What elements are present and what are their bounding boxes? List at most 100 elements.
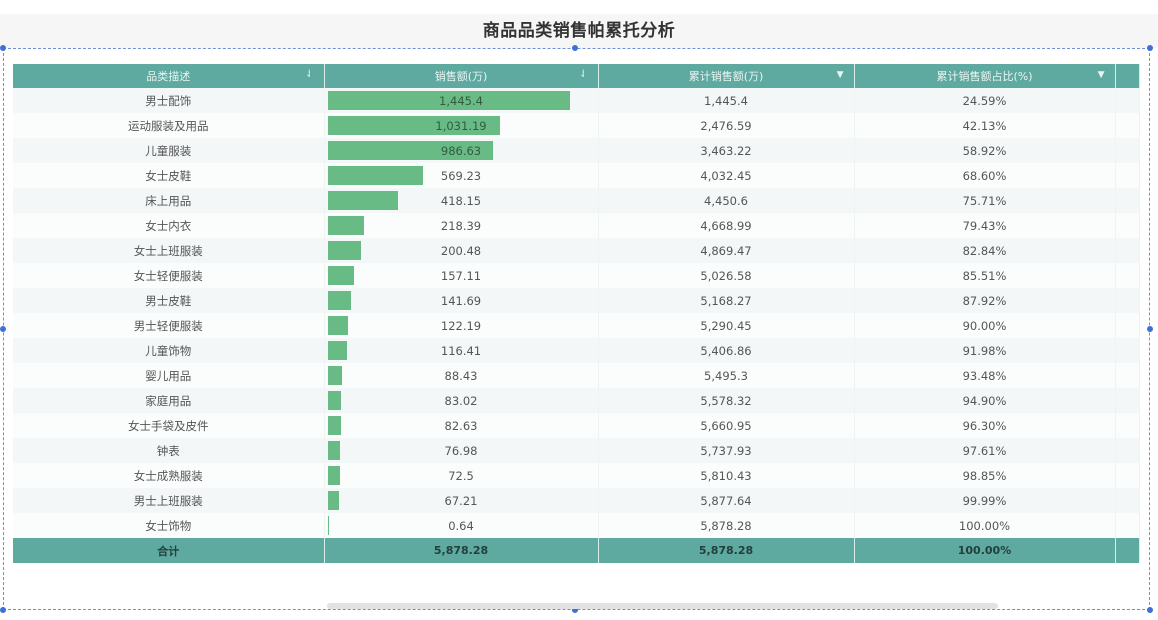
table-row[interactable]: 男士配饰 1,445.4 1,445.4 24.59% <box>13 88 1140 113</box>
sales-value: 141.69 <box>440 293 482 308</box>
total-cumulative-sales: 5,878.28 <box>598 538 855 563</box>
total-row: 合计 5,878.28 5,878.28 100.00% <box>13 538 1140 563</box>
resize-handle-middle-right[interactable] <box>1147 326 1153 332</box>
cell-cumulative-sales: 1,445.4 <box>598 88 855 113</box>
total-filler <box>1115 538 1140 563</box>
cell-sales: 141.69 <box>324 288 599 313</box>
total-cumulative-pct: 100.00% <box>854 538 1116 563</box>
resize-handle-top-right[interactable] <box>1147 45 1153 51</box>
total-label: 合计 <box>13 538 325 563</box>
cell-filler <box>1115 313 1140 338</box>
cell-cumulative-sales: 5,290.45 <box>598 313 855 338</box>
table-row[interactable]: 儿童服装 986.63 3,463.22 58.92% <box>13 138 1140 163</box>
cell-filler <box>1115 88 1140 113</box>
cell-sales: 88.43 <box>324 363 599 388</box>
cell-filler <box>1115 363 1140 388</box>
table-row[interactable]: 儿童饰物 116.41 5,406.86 91.98% <box>13 338 1140 363</box>
sales-bar <box>327 516 329 535</box>
cell-cumulative-pct: 93.48% <box>854 363 1116 388</box>
cell-cumulative-sales: 5,810.43 <box>598 463 855 488</box>
cell-category: 男士皮鞋 <box>13 288 325 313</box>
dropdown-icon[interactable]: ▼ <box>1097 70 1105 80</box>
resize-handle-top-left[interactable] <box>0 45 6 51</box>
sales-bar <box>327 291 352 310</box>
table-row[interactable]: 家庭用品 83.02 5,578.32 94.90% <box>13 388 1140 413</box>
table-row[interactable]: 床上用品 418.15 4,450.6 75.71% <box>13 188 1140 213</box>
resize-handle-top-center[interactable] <box>572 45 578 51</box>
table-row[interactable]: 女士成熟服装 72.5 5,810.43 98.85% <box>13 463 1140 488</box>
table-row[interactable]: 钟表 76.98 5,737.93 97.61% <box>13 438 1140 463</box>
sales-value: 157.11 <box>440 268 482 283</box>
horizontal-scrollbar[interactable] <box>327 603 998 609</box>
sales-value: 72.5 <box>448 468 474 483</box>
resize-handle-bottom-right[interactable] <box>1147 607 1153 613</box>
cell-filler <box>1115 138 1140 163</box>
sales-value: 0.64 <box>448 518 474 533</box>
sort-icon[interactable]: ⇃ <box>305 69 314 80</box>
sales-bar <box>327 241 362 260</box>
column-header-category[interactable]: 品类描述 ⇃ <box>13 64 325 88</box>
cell-cumulative-sales: 4,869.47 <box>598 238 855 263</box>
table-row[interactable]: 男士轻便服装 122.19 5,290.45 90.00% <box>13 313 1140 338</box>
cell-filler <box>1115 163 1140 188</box>
sales-bar <box>327 391 342 410</box>
column-header-filler <box>1115 64 1140 88</box>
cell-cumulative-sales: 3,463.22 <box>598 138 855 163</box>
cell-cumulative-sales: 4,450.6 <box>598 188 855 213</box>
sales-bar <box>327 316 348 335</box>
table-header-row: 品类描述 ⇃ 销售额(万) ⇃ 累计销售额(万) ▼ 累计销售额占比(%) ▼ <box>13 64 1140 88</box>
cell-sales: 82.63 <box>324 413 599 438</box>
cell-category: 男士轻便服装 <box>13 313 325 338</box>
cell-category: 女士成熟服装 <box>13 463 325 488</box>
sales-bar <box>327 466 340 485</box>
column-header-cumulative-pct[interactable]: 累计销售额占比(%) ▼ <box>854 64 1116 88</box>
cell-sales: 72.5 <box>324 463 599 488</box>
sort-icon[interactable]: ⇃ <box>579 69 588 80</box>
cell-filler <box>1115 113 1140 138</box>
table-row[interactable]: 女士皮鞋 569.23 4,032.45 68.60% <box>13 163 1140 188</box>
sales-value: 76.98 <box>444 443 478 458</box>
cell-cumulative-pct: 79.43% <box>854 213 1116 238</box>
cell-category: 家庭用品 <box>13 388 325 413</box>
cell-category: 女士手袋及皮件 <box>13 413 325 438</box>
table-row[interactable]: 女士手袋及皮件 82.63 5,660.95 96.30% <box>13 413 1140 438</box>
table-row[interactable]: 婴儿用品 88.43 5,495.3 93.48% <box>13 363 1140 388</box>
column-header-cumulative-sales[interactable]: 累计销售额(万) ▼ <box>598 64 855 88</box>
cell-cumulative-pct: 90.00% <box>854 313 1116 338</box>
cell-filler <box>1115 438 1140 463</box>
table-row[interactable]: 女士上班服装 200.48 4,869.47 82.84% <box>13 238 1140 263</box>
cell-cumulative-pct: 75.71% <box>854 188 1116 213</box>
cell-sales: 218.39 <box>324 213 599 238</box>
table-row[interactable]: 女士内衣 218.39 4,668.99 79.43% <box>13 213 1140 238</box>
table-row[interactable]: 男士皮鞋 141.69 5,168.27 87.92% <box>13 288 1140 313</box>
table-row[interactable]: 女士饰物 0.64 5,878.28 100.00% <box>13 513 1140 538</box>
cell-cumulative-sales: 5,877.64 <box>598 488 855 513</box>
cell-category: 床上用品 <box>13 188 325 213</box>
table-row[interactable]: 运动服装及用品 1,031.19 2,476.59 42.13% <box>13 113 1140 138</box>
cell-category: 运动服装及用品 <box>13 113 325 138</box>
cell-cumulative-sales: 5,406.86 <box>598 338 855 363</box>
cell-sales: 83.02 <box>324 388 599 413</box>
cell-category: 女士轻便服装 <box>13 263 325 288</box>
table-row[interactable]: 女士轻便服装 157.11 5,026.58 85.51% <box>13 263 1140 288</box>
resize-handle-bottom-left[interactable] <box>0 607 6 613</box>
dropdown-icon[interactable]: ▼ <box>836 70 844 80</box>
resize-handle-middle-left[interactable] <box>0 326 6 332</box>
cell-category: 儿童服装 <box>13 138 325 163</box>
sales-value: 1,031.19 <box>435 118 487 133</box>
cell-cumulative-pct: 24.59% <box>854 88 1116 113</box>
cell-category: 钟表 <box>13 438 325 463</box>
cell-sales: 67.21 <box>324 488 599 513</box>
cell-cumulative-sales: 4,668.99 <box>598 213 855 238</box>
pareto-table: 品类描述 ⇃ 销售额(万) ⇃ 累计销售额(万) ▼ 累计销售额占比(%) ▼ … <box>13 64 1140 563</box>
cell-filler <box>1115 288 1140 313</box>
column-header-sales[interactable]: 销售额(万) ⇃ <box>324 64 599 88</box>
resize-handle-bottom-center[interactable] <box>572 607 578 613</box>
cell-category: 婴儿用品 <box>13 363 325 388</box>
cell-sales: 200.48 <box>324 238 599 263</box>
sales-value: 83.02 <box>444 393 478 408</box>
cell-category: 女士皮鞋 <box>13 163 325 188</box>
table-row[interactable]: 男士上班服装 67.21 5,877.64 99.99% <box>13 488 1140 513</box>
sales-value: 569.23 <box>440 168 482 183</box>
sales-value: 1,445.4 <box>439 93 483 108</box>
